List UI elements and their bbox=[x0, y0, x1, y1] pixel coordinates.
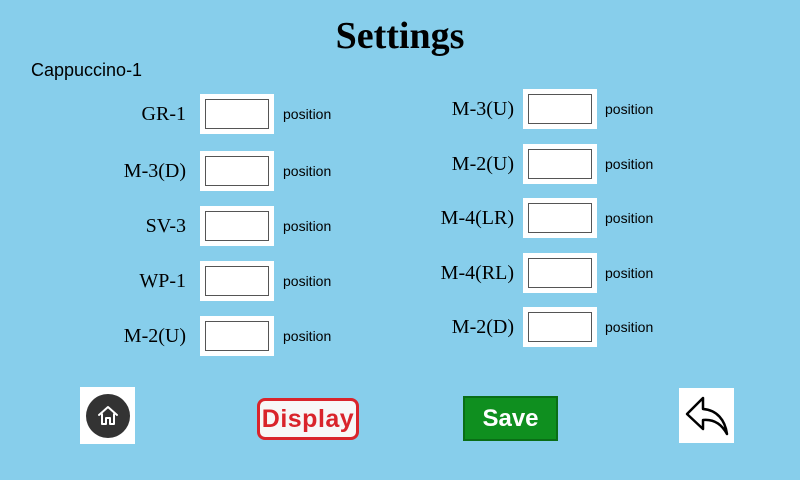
field-unit: position bbox=[605, 319, 654, 335]
m3u-position-input[interactable] bbox=[528, 94, 592, 124]
field-label: M-2(D) bbox=[451, 316, 514, 338]
field-box bbox=[200, 316, 274, 356]
m3d-position-input[interactable] bbox=[205, 156, 269, 186]
field-unit: position bbox=[605, 210, 654, 226]
field-label: M-3(D) bbox=[123, 160, 186, 182]
m2u-right-position-input[interactable] bbox=[528, 149, 592, 179]
field-label: WP-1 bbox=[139, 270, 186, 292]
m2u-position-input[interactable] bbox=[205, 321, 269, 351]
save-button[interactable]: Save bbox=[463, 396, 558, 441]
field-box bbox=[523, 253, 597, 293]
field-row-m2u-right: M-2(U) position bbox=[0, 144, 680, 184]
field-row-m2u: M-2(U) position bbox=[0, 316, 360, 356]
field-unit: position bbox=[283, 106, 332, 122]
field-label: M-4(RL) bbox=[440, 262, 514, 284]
field-label: M-2(U) bbox=[451, 153, 514, 175]
field-box bbox=[523, 198, 597, 238]
field-row-wp1: WP-1 position bbox=[0, 261, 360, 301]
page-title: Settings bbox=[335, 15, 465, 57]
field-box bbox=[200, 94, 274, 134]
field-box bbox=[200, 261, 274, 301]
field-label: GR-1 bbox=[141, 103, 186, 125]
field-unit: position bbox=[605, 101, 654, 117]
field-box bbox=[523, 144, 597, 184]
m2d-position-input[interactable] bbox=[528, 312, 592, 342]
field-row-m4lr: M-4(LR) position bbox=[0, 198, 680, 238]
back-button[interactable] bbox=[679, 388, 734, 443]
m4rl-position-input[interactable] bbox=[528, 258, 592, 288]
field-unit: position bbox=[605, 156, 654, 172]
field-unit: position bbox=[283, 273, 332, 289]
wp1-position-input[interactable] bbox=[205, 266, 269, 296]
home-button[interactable] bbox=[80, 387, 135, 444]
field-unit: position bbox=[283, 328, 332, 344]
field-label: SV-3 bbox=[145, 215, 186, 237]
field-box bbox=[200, 206, 274, 246]
m4lr-position-input[interactable] bbox=[528, 203, 592, 233]
field-row-m3u: M-3(U) position bbox=[0, 89, 680, 129]
field-label: M-4(LR) bbox=[440, 207, 514, 229]
display-button[interactable]: Display bbox=[257, 398, 359, 440]
field-label: M-2(U) bbox=[123, 325, 186, 347]
gr1-position-input[interactable] bbox=[205, 99, 269, 129]
field-row-m2d: M-2(D) position bbox=[0, 307, 680, 347]
back-arrow-icon bbox=[685, 396, 728, 435]
field-row-m4rl: M-4(RL) position bbox=[0, 253, 680, 293]
field-box bbox=[523, 89, 597, 129]
field-label: M-3(U) bbox=[451, 98, 514, 120]
home-icon bbox=[85, 393, 130, 438]
field-box bbox=[523, 307, 597, 347]
field-unit: position bbox=[605, 265, 654, 281]
field-row-m3d: M-3(D) position bbox=[0, 151, 360, 191]
profile-name: Cappuccino-1 bbox=[31, 60, 143, 80]
field-row-sv3: SV-3 position bbox=[0, 206, 360, 246]
field-box bbox=[200, 151, 274, 191]
field-unit: position bbox=[283, 218, 332, 234]
sv3-position-input[interactable] bbox=[205, 211, 269, 241]
field-unit: position bbox=[283, 163, 332, 179]
field-row-gr1: GR-1 position bbox=[0, 94, 360, 134]
